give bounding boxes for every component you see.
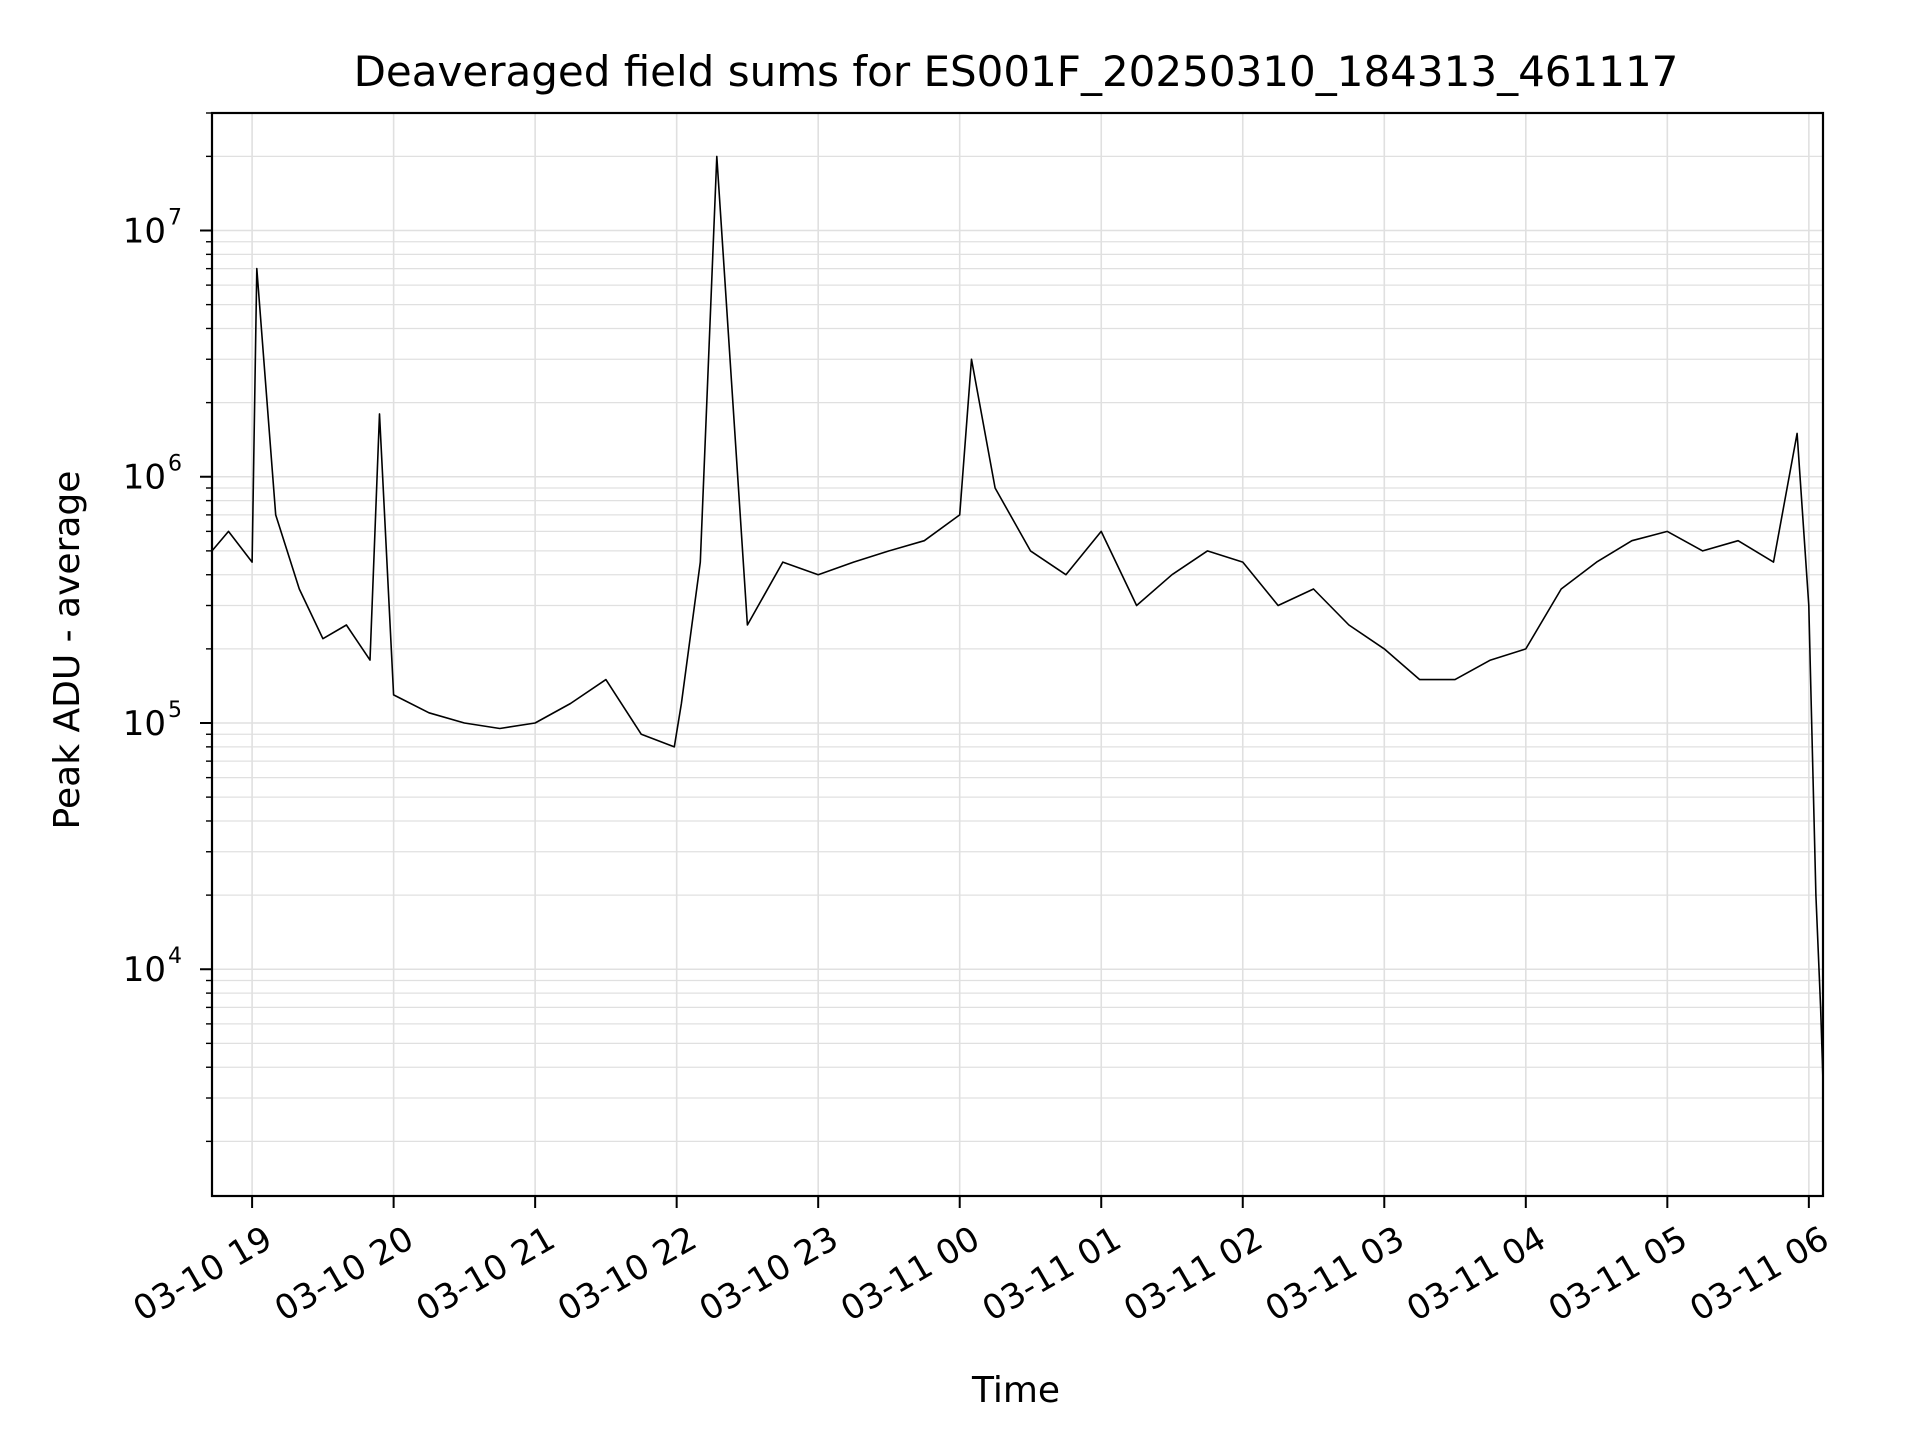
chart-title: Deaveraged field sums for ES001F_2025031… xyxy=(354,47,1679,96)
series-line xyxy=(211,155,1824,1082)
grid xyxy=(212,112,1823,1196)
y-tick-label: 10 xyxy=(123,211,166,251)
y-axis-label: Peak ADU - average xyxy=(47,471,88,830)
y-tick-base: 10 xyxy=(123,458,166,498)
y-tick-label: 10 xyxy=(123,704,166,744)
y-tick-exponent: 7 xyxy=(168,205,182,230)
y-tick-exponent: 6 xyxy=(168,452,182,477)
series-layer xyxy=(211,155,1824,1082)
y-tick-label: 10 xyxy=(123,458,166,498)
y-tick-exponent: 5 xyxy=(168,698,182,723)
y-tick-base: 10 xyxy=(123,704,166,744)
y-tick-base: 10 xyxy=(123,211,166,251)
plot-frame xyxy=(210,111,1825,1198)
x-axis-label: Time xyxy=(971,1370,1060,1411)
y-tick-base: 10 xyxy=(123,950,166,990)
y-tick-label: 10 xyxy=(123,950,166,990)
y-tick-exponent: 4 xyxy=(168,944,182,969)
